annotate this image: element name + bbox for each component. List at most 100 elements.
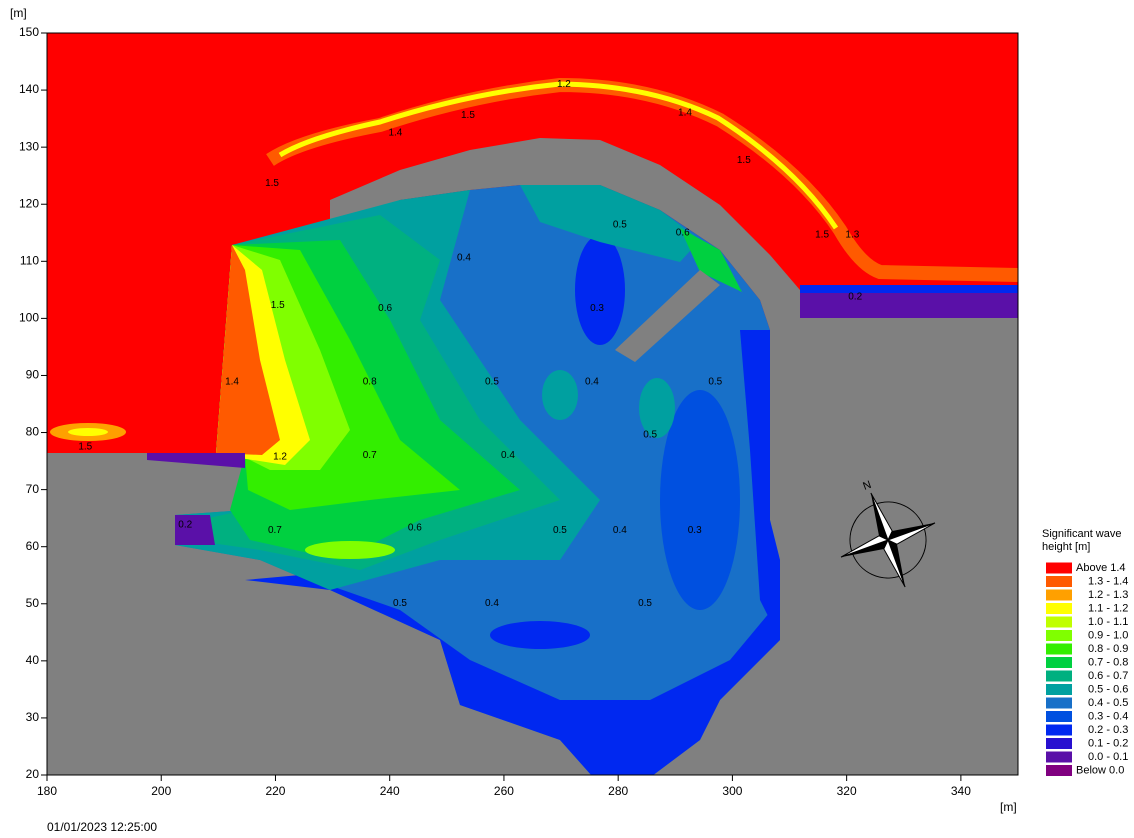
map <box>47 33 1018 785</box>
legend-swatch <box>1046 765 1072 776</box>
contour-label: 0.6 <box>378 303 392 314</box>
y-tick-label: 140 <box>19 82 39 96</box>
legend-label: 0.1 - 0.2 <box>1088 737 1128 749</box>
contour-label: 1.4 <box>225 376 239 387</box>
legend-swatch <box>1046 603 1072 614</box>
x-tick-label: 300 <box>722 784 742 798</box>
legend-label: Above 1.4 <box>1076 562 1126 574</box>
y-tick-label: 80 <box>26 425 40 439</box>
x-tick-label: 340 <box>951 784 971 798</box>
contour-label: 1.2 <box>557 79 571 90</box>
legend-label: 0.0 - 0.1 <box>1088 751 1128 763</box>
contour-region <box>542 370 578 420</box>
legend-swatch <box>1046 644 1072 655</box>
legend-swatch <box>1046 657 1072 668</box>
x-tick-label: 320 <box>837 784 857 798</box>
contour-label: 1.5 <box>461 110 475 121</box>
contour-label: 0.5 <box>613 219 627 230</box>
legend-swatch <box>1046 630 1072 641</box>
contour-label: 0.4 <box>457 253 471 264</box>
contour-label: 0.3 <box>590 303 604 314</box>
legend-title: Significant wave height [m] <box>1042 528 1134 554</box>
timestamp: 01/01/2023 12:25:00 <box>47 820 157 834</box>
contour-label: 1.5 <box>265 178 279 189</box>
legend-label: 0.9 - 1.0 <box>1088 629 1128 641</box>
legend-label: 1.3 - 1.4 <box>1088 575 1128 587</box>
contour-label: 1.5 <box>815 230 829 241</box>
contour-region <box>490 621 590 649</box>
legend-swatch <box>1046 563 1072 574</box>
contour-region <box>305 541 395 559</box>
contour-label: 0.5 <box>643 429 657 440</box>
y-tick-label: 50 <box>26 596 40 610</box>
y-tick-label: 150 <box>19 25 39 39</box>
legend-swatch <box>1046 576 1072 587</box>
legend-label: 0.3 - 0.4 <box>1088 710 1128 722</box>
legend-swatch <box>1046 738 1072 749</box>
contour-label: 1.3 <box>845 230 859 241</box>
y-tick-label: 20 <box>26 767 40 781</box>
legend-title-box: Significant wave height [m] <box>1042 528 1134 562</box>
contour-label: 1.5 <box>737 155 751 166</box>
contour-label: 0.6 <box>408 522 422 533</box>
y-tick-label: 110 <box>20 253 39 267</box>
contour-label: 0.5 <box>393 598 407 609</box>
x-tick-label: 260 <box>494 784 514 798</box>
legend-label: 0.5 - 0.6 <box>1088 683 1128 695</box>
contour-label: 1.2 <box>273 452 287 463</box>
legend-label: 0.7 - 0.8 <box>1088 656 1128 668</box>
legend-swatch <box>1046 698 1072 709</box>
legend-swatch <box>1046 711 1072 722</box>
contour-label: 1.4 <box>388 128 402 139</box>
x-tick-label: 220 <box>265 784 285 798</box>
legend-label: 1.0 - 1.1 <box>1088 616 1128 628</box>
legend-label: 0.6 - 0.7 <box>1088 670 1128 682</box>
x-tick-label: 200 <box>151 784 171 798</box>
legend-swatch <box>1046 590 1072 601</box>
legend-label: 0.4 - 0.5 <box>1088 697 1128 709</box>
contour-label: 0.4 <box>585 376 599 387</box>
x-tick-label: 280 <box>608 784 628 798</box>
contour-label: 0.2 <box>848 291 862 302</box>
contour-label: 0.5 <box>708 376 722 387</box>
x-tick-label: 240 <box>380 784 400 798</box>
legend-swatch <box>1046 684 1072 695</box>
legend-swatch <box>1046 617 1072 628</box>
contour-label: 0.2 <box>178 520 192 531</box>
y-tick-label: 70 <box>26 482 40 496</box>
contour-label: 0.6 <box>676 227 690 238</box>
contour-label: 1.4 <box>678 108 692 119</box>
contour-region <box>575 235 625 345</box>
legend-swatch <box>1046 752 1072 763</box>
chart: N [m] [m] 01/01/2023 12:25:00 Significan… <box>0 0 1134 838</box>
legend-label: 1.1 - 1.2 <box>1088 602 1128 614</box>
contour-label: 0.7 <box>268 525 282 536</box>
legend-swatch <box>1046 725 1072 736</box>
contour-label: 1.5 <box>271 300 285 311</box>
legend-label: Below 0.0 <box>1076 764 1124 776</box>
contour-label: 0.5 <box>553 525 567 536</box>
y-tick-label: 30 <box>26 710 40 724</box>
y-tick-label: 120 <box>19 196 39 210</box>
contour-label: 0.3 <box>688 525 702 536</box>
y-tick-label: 130 <box>19 139 39 153</box>
contour-label: 0.7 <box>363 450 377 461</box>
contour-label: 0.4 <box>485 598 499 609</box>
contour-label: 0.4 <box>501 450 515 461</box>
y-axis-label: [m] <box>10 6 27 20</box>
contour-label: 0.5 <box>485 376 499 387</box>
y-tick-label: 40 <box>26 653 40 667</box>
legend-label: 1.2 - 1.3 <box>1088 589 1128 601</box>
legend-label: 0.8 - 0.9 <box>1088 643 1128 655</box>
legend-label: 0.2 - 0.3 <box>1088 724 1128 736</box>
contour-label: 0.4 <box>613 525 627 536</box>
x-tick-label: 180 <box>37 784 57 798</box>
legend-swatch <box>1046 671 1072 682</box>
contour-label: 0.5 <box>638 598 652 609</box>
y-tick-label: 90 <box>26 368 40 382</box>
contour-label: 0.8 <box>363 376 377 387</box>
contour-label: 1.5 <box>78 441 92 452</box>
y-tick-label: 100 <box>19 311 39 325</box>
wave-band <box>68 428 108 436</box>
x-axis-label: [m] <box>1000 800 1017 814</box>
